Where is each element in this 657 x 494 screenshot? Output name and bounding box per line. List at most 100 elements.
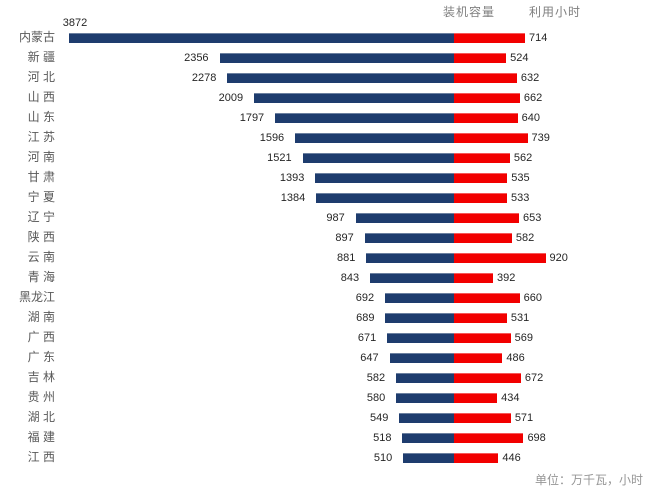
hours-bar	[454, 353, 503, 363]
capacity-bar	[275, 113, 454, 123]
unit-note: 单位：万千瓦，小时	[534, 473, 643, 487]
capacity-bar	[315, 173, 454, 183]
capacity-value-label: 518	[373, 432, 392, 444]
hours-value-label: 533	[511, 192, 530, 204]
capacity-value-label: 1797	[239, 112, 265, 124]
capacity-bar	[302, 153, 454, 163]
capacity-bar	[389, 353, 454, 363]
category-label: 黑龙江	[18, 290, 55, 304]
category-label: 河 北	[27, 70, 55, 84]
capacity-series-label: 装机容量	[443, 5, 496, 19]
category-label: 云 南	[27, 250, 55, 264]
hours-value-label: 640	[521, 112, 541, 124]
hours-bar	[454, 33, 526, 43]
capacity-bar	[254, 93, 454, 103]
category-label: 江 西	[27, 450, 55, 464]
capacity-bar	[68, 33, 454, 43]
hours-bar	[454, 53, 507, 63]
category-label: 山 东	[27, 110, 55, 124]
capacity-value-label: 2009	[218, 92, 244, 104]
capacity-bar	[396, 393, 454, 403]
hours-bar	[454, 373, 521, 383]
hours-bar	[454, 453, 499, 463]
hours-value-label: 672	[524, 372, 544, 384]
capacity-value-label: 1384	[280, 192, 306, 204]
capacity-bar	[316, 193, 454, 203]
hours-value-label: 486	[506, 352, 525, 364]
capacity-bar	[402, 433, 454, 443]
hours-bar	[454, 273, 493, 283]
category-label: 福 建	[27, 430, 55, 444]
capacity-value-label: 692	[355, 292, 375, 304]
hours-value-label: 562	[513, 152, 533, 164]
capacity-value-label: 582	[366, 372, 386, 384]
hours-bar	[454, 313, 507, 323]
hours-bar	[454, 173, 508, 183]
hours-value-label: 434	[501, 392, 520, 404]
category-label: 吉 林	[27, 370, 55, 384]
hours-bar	[454, 213, 519, 223]
hours-value-label: 446	[502, 452, 521, 464]
category-label: 广 东	[27, 350, 55, 364]
hours-bar	[454, 233, 512, 243]
capacity-value-label: 510	[373, 452, 393, 464]
hours-bar	[454, 393, 498, 403]
capacity-value-label: 1596	[259, 132, 285, 144]
capacity-value-label: 987	[326, 212, 345, 224]
category-label: 青 海	[27, 270, 55, 284]
hours-value-label: 531	[510, 312, 530, 324]
hours-bar	[454, 93, 520, 103]
capacity-value-label: 2356	[184, 52, 209, 64]
capacity-value-label: 549	[370, 412, 389, 424]
hours-value-label: 535	[511, 172, 530, 184]
hours-value-label: 698	[527, 432, 546, 444]
hours-value-label: 569	[514, 332, 533, 344]
category-label: 江 苏	[27, 130, 55, 144]
capacity-bar	[385, 293, 454, 303]
hours-bar	[454, 133, 528, 143]
hours-value-label: 660	[523, 292, 543, 304]
category-label: 新 疆	[27, 50, 55, 64]
hours-value-label: 392	[497, 272, 516, 284]
capacity-value-label: 3872	[62, 17, 88, 29]
hours-value-label: 739	[531, 132, 550, 144]
capacity-bar	[385, 313, 454, 323]
hours-value-label: 571	[514, 412, 534, 424]
hours-value-label: 653	[522, 212, 542, 224]
hours-bar	[454, 193, 508, 203]
hours-value-label: 524	[510, 52, 529, 64]
category-label: 宁 夏	[27, 190, 55, 204]
category-label: 湖 南	[27, 310, 55, 324]
hours-bar	[454, 153, 510, 163]
category-label: 辽 宁	[27, 210, 55, 224]
hours-value-label: 632	[520, 72, 540, 84]
hours-bar	[454, 73, 517, 83]
capacity-bar	[396, 373, 454, 383]
hours-bar	[454, 433, 524, 443]
capacity-value-label: 897	[335, 232, 354, 244]
capacity-value-label: 671	[357, 332, 377, 344]
capacity-bar	[399, 413, 454, 423]
hours-bar	[454, 253, 546, 263]
capacity-value-label: 843	[340, 272, 360, 284]
category-label: 陕 西	[27, 230, 55, 244]
category-label: 贵 州	[27, 390, 55, 404]
category-label: 内蒙古	[18, 30, 55, 44]
hours-value-label: 662	[523, 92, 543, 104]
capacity-bar	[403, 453, 454, 463]
hours-value-label: 920	[549, 252, 568, 264]
capacity-bar	[364, 233, 454, 243]
category-label: 湖 北	[27, 410, 55, 424]
capacity-bar	[387, 333, 454, 343]
category-label: 广 西	[27, 330, 55, 344]
capacity-bar	[219, 53, 454, 63]
category-label: 甘 肃	[27, 170, 55, 184]
hours-bar	[454, 333, 511, 343]
capacity-bar	[370, 273, 454, 283]
hours-series-label: 利用小时	[529, 5, 582, 19]
hours-bar	[454, 413, 511, 423]
capacity-bar	[366, 253, 454, 263]
hours-bar	[454, 113, 518, 123]
capacity-value-label: 1521	[267, 152, 292, 164]
